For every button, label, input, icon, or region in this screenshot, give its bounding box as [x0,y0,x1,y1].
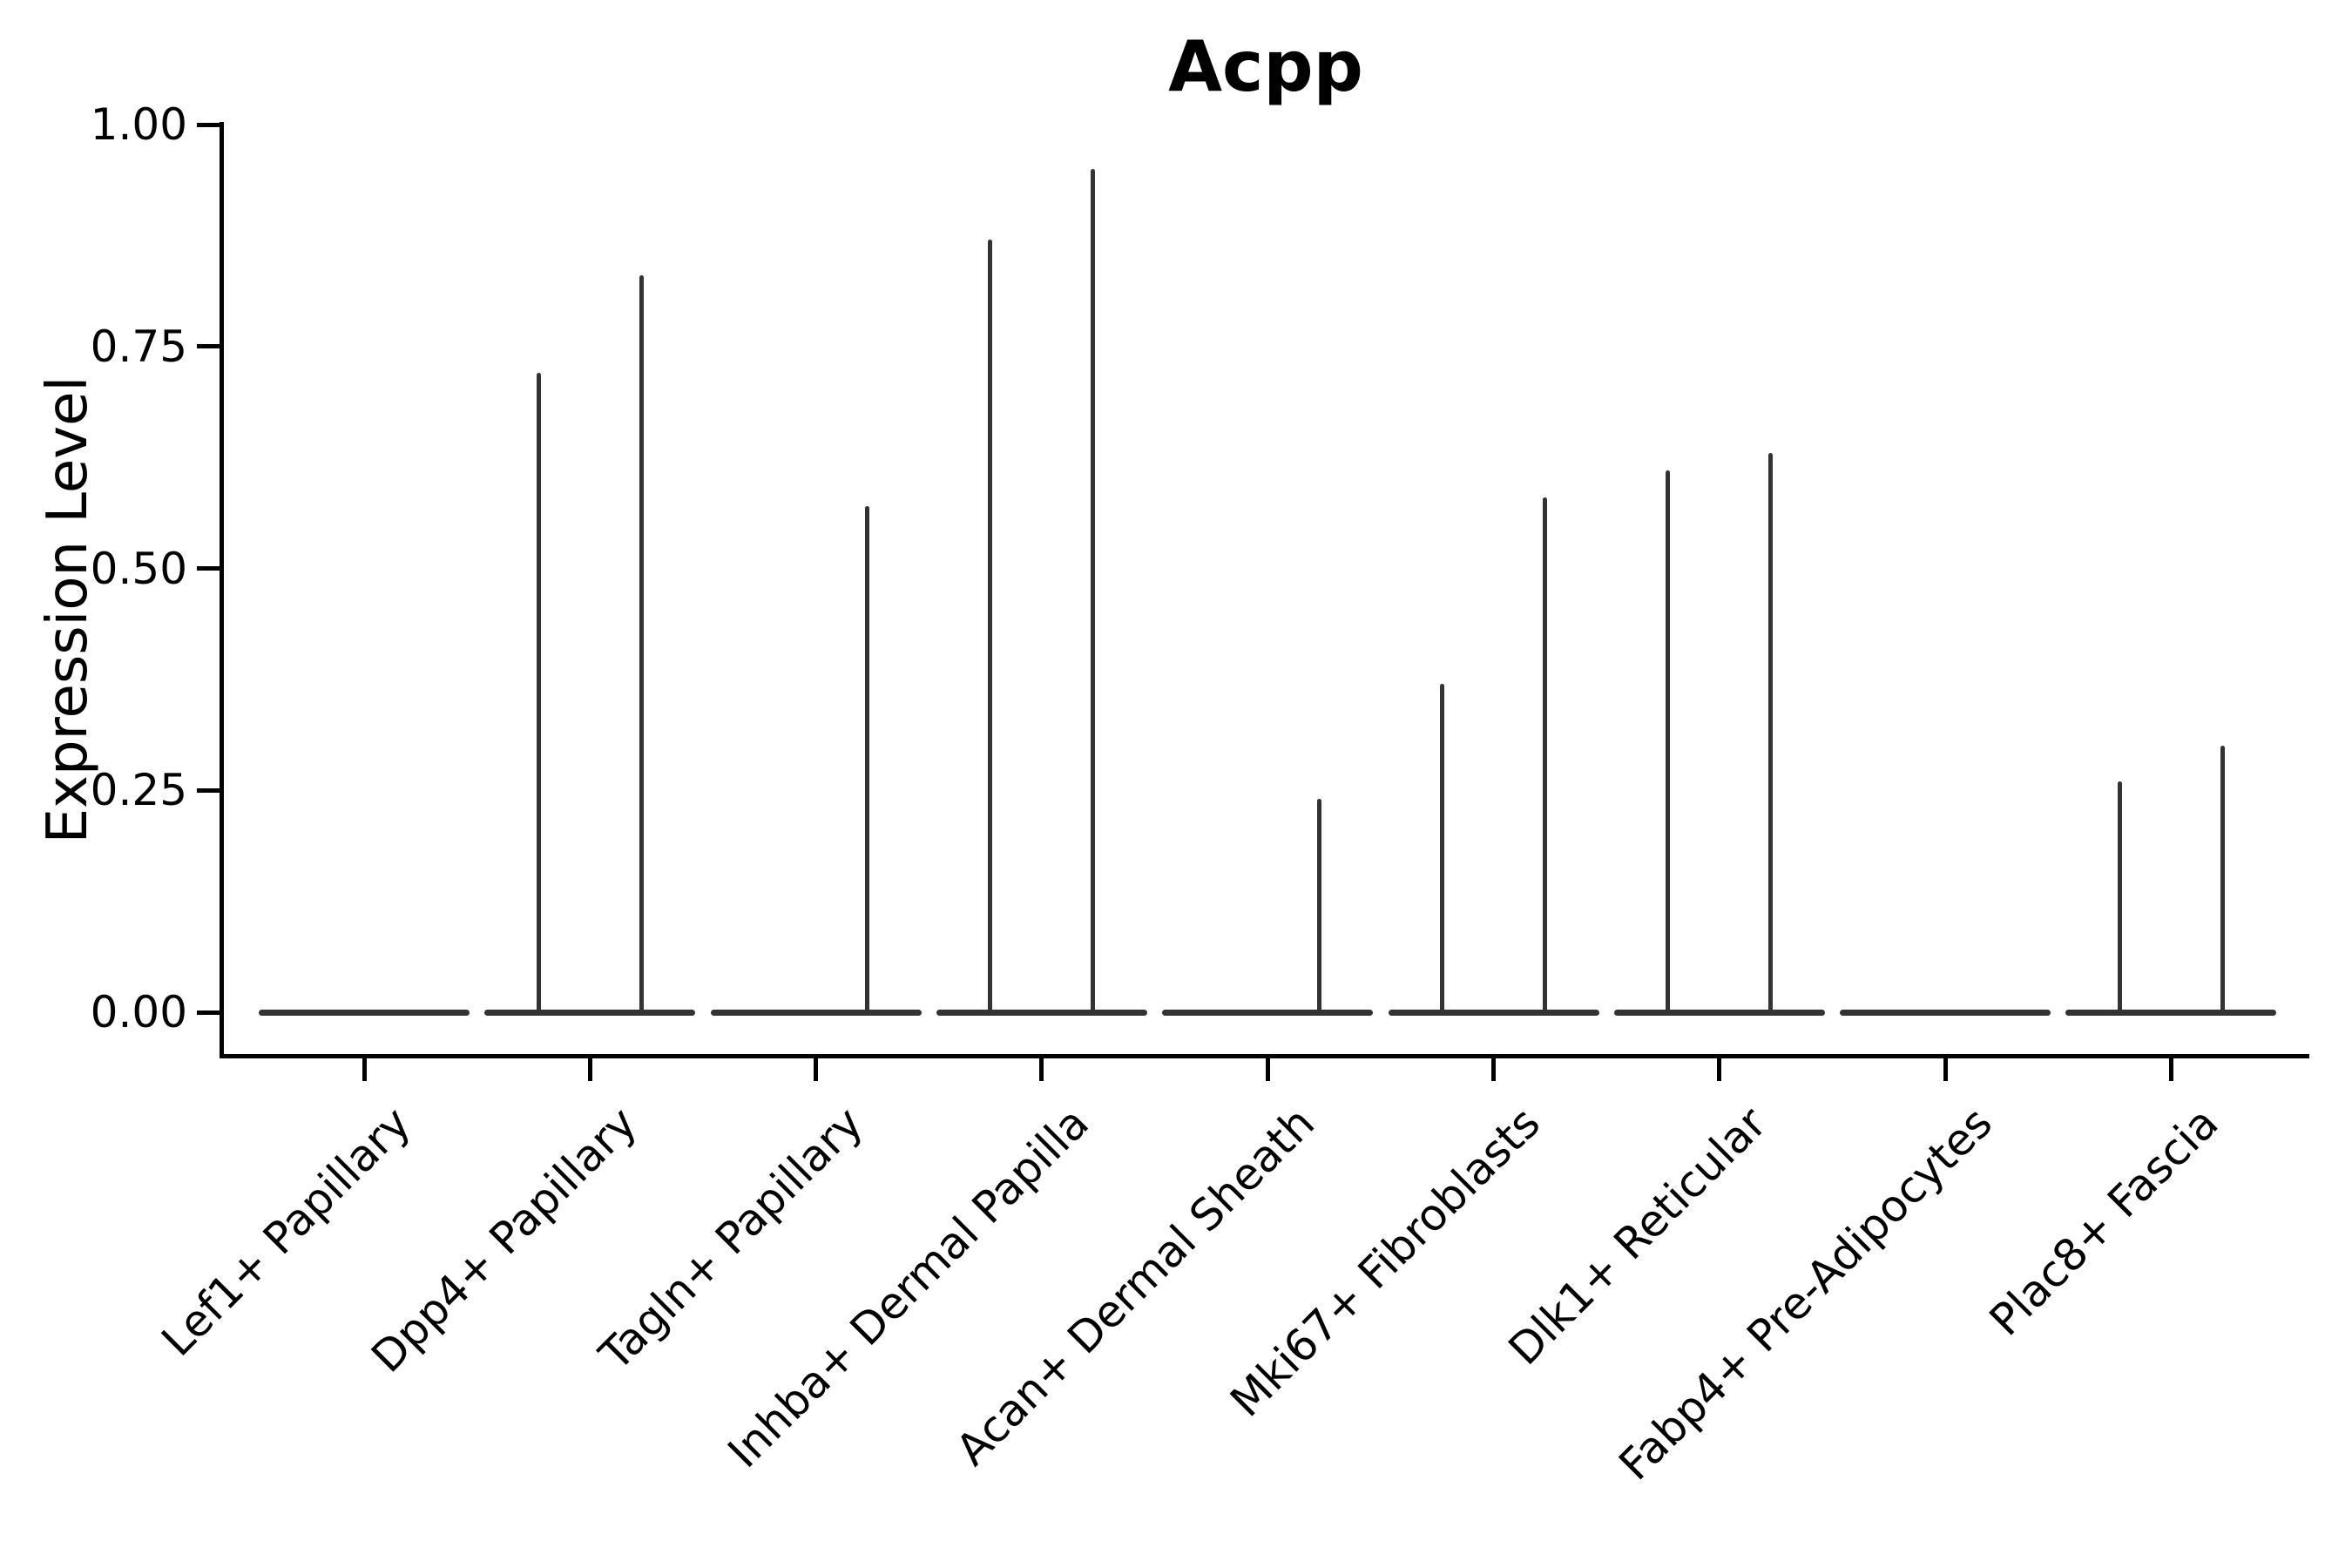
x-tick-mark [1943,1058,1948,1081]
violin-spike [1440,683,1444,1015]
violin-spike [1091,168,1096,1015]
violin-base [259,1009,470,1016]
violin-base [1388,1009,1599,1016]
violin-spike [2220,746,2225,1015]
violin-base [1840,1009,2051,1016]
violin-base [1613,1009,1825,1016]
violin-base [710,1009,922,1016]
x-axis-spine [220,1054,2309,1058]
violin-spike [865,506,870,1015]
y-axis-spine [220,122,224,1058]
violin-spike [2117,781,2122,1015]
y-tick-mark [197,566,220,571]
violin-spike [1543,497,1547,1015]
violin-base [936,1009,1147,1016]
x-tick-mark [1039,1058,1044,1081]
y-tick-mark [197,122,220,127]
x-tick-label: Fabp4+ Pre-Adipocytes [1609,1097,2003,1490]
violin-spike [1666,470,1671,1015]
x-tick-mark [2168,1058,2173,1081]
x-tick-mark [1491,1058,1496,1081]
x-tick-label: Plac8+ Fascia [1979,1097,2228,1346]
x-tick-mark [814,1058,819,1081]
x-tick-mark [362,1058,367,1081]
violin-spike [988,240,993,1015]
violin-base [2065,1009,2277,1016]
violin-base [1162,1009,1374,1016]
violin-spike [639,275,644,1015]
chart-title: Acpp [1168,26,1363,107]
violin-spike [1316,799,1321,1015]
violin-base [484,1009,696,1016]
y-tick-label: 0.50 [90,543,187,594]
x-tick-label: Lef1+ Papillary [152,1097,421,1366]
y-tick-label: 0.25 [90,765,187,816]
x-tick-label: Inhba+ Dermal Papilla [718,1097,1098,1478]
x-tick-mark [587,1058,592,1081]
violin-spike [536,373,541,1015]
y-tick-mark [197,1010,220,1015]
y-tick-mark [197,344,220,349]
x-tick-mark [1717,1058,1722,1081]
x-tick-mark [1265,1058,1270,1081]
y-tick-mark [197,787,220,793]
violin-spike [1768,453,1774,1015]
y-tick-label: 1.00 [90,99,187,150]
y-tick-label: 0.00 [90,987,187,1037]
y-tick-label: 0.75 [90,321,187,372]
